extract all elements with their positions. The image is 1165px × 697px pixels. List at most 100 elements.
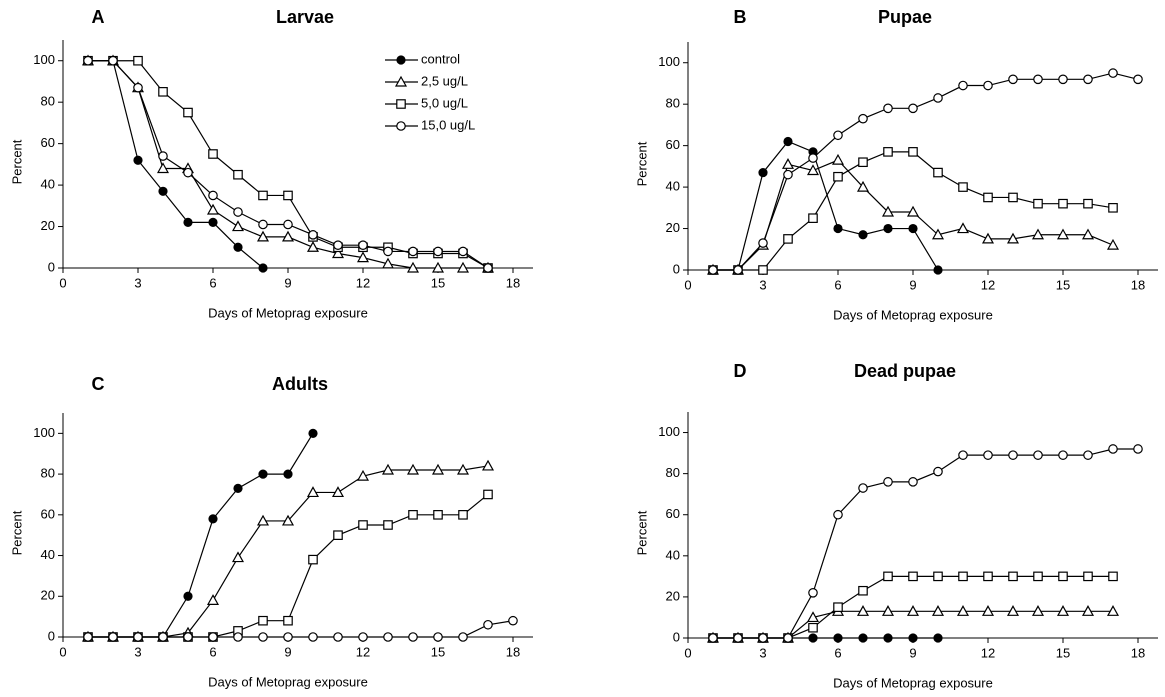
marker [183, 632, 193, 642]
marker [383, 632, 393, 642]
marker [1083, 198, 1093, 209]
y-tick-label: 20 [666, 588, 680, 603]
y-tick-label: 80 [41, 466, 55, 481]
marker [1056, 228, 1070, 240]
series-line [713, 448, 1138, 639]
marker [908, 103, 918, 114]
series-line [713, 72, 1139, 271]
x-tick-label: 3 [134, 644, 141, 659]
series-line [88, 465, 489, 638]
marker [933, 571, 943, 582]
marker [458, 246, 468, 257]
y-tick-label: 100 [33, 425, 55, 440]
y-axis-label: Percent [634, 510, 649, 555]
panel-title: Larvae [276, 7, 334, 27]
marker [908, 147, 918, 157]
marker [258, 263, 268, 273]
marker [833, 223, 843, 234]
y-tick-label: 0 [673, 629, 680, 644]
marker [1083, 74, 1093, 85]
y-tick-label: 60 [666, 506, 680, 521]
marker [858, 633, 868, 643]
marker [1033, 571, 1043, 582]
y-tick-label: 40 [41, 177, 55, 192]
marker [933, 167, 943, 178]
legend-label: control [421, 51, 460, 66]
marker [1033, 74, 1043, 85]
marker [808, 633, 818, 643]
marker [1108, 444, 1118, 454]
marker [758, 265, 768, 275]
marker [281, 230, 295, 242]
marker [908, 571, 918, 582]
marker [883, 103, 893, 114]
marker [1133, 444, 1143, 454]
marker [331, 486, 345, 498]
marker [858, 230, 868, 240]
y-tick-label: 100 [658, 54, 680, 69]
x-axis-label: Days of Metoprag exposure [208, 305, 368, 320]
marker [906, 605, 920, 616]
y-tick-label: 0 [673, 261, 680, 276]
series-line [88, 60, 264, 269]
marker [358, 632, 368, 642]
marker [458, 510, 468, 520]
marker [856, 605, 870, 616]
marker [183, 107, 193, 118]
marker [408, 246, 418, 257]
marker [783, 633, 793, 643]
x-tick-label: 3 [134, 275, 141, 290]
x-tick-label: 12 [981, 645, 995, 660]
marker [883, 571, 893, 582]
marker [483, 489, 493, 500]
marker [383, 520, 393, 530]
marker [881, 205, 895, 217]
marker [183, 217, 193, 227]
x-tick-label: 6 [834, 645, 841, 660]
y-tick-label: 40 [666, 547, 680, 562]
marker [381, 463, 395, 475]
marker [231, 551, 245, 563]
marker [1033, 198, 1043, 209]
marker [958, 80, 968, 91]
marker [981, 232, 995, 244]
marker [858, 113, 868, 124]
marker [256, 230, 270, 242]
y-tick-label: 20 [41, 588, 55, 603]
marker [833, 130, 843, 141]
marker [456, 463, 470, 475]
marker [833, 633, 843, 643]
marker [208, 190, 218, 201]
marker [208, 149, 218, 159]
marker [406, 261, 420, 273]
x-tick-label: 6 [209, 275, 216, 290]
marker [308, 632, 318, 642]
marker [933, 633, 943, 643]
legend-label: 15,0 ug/L [421, 117, 475, 132]
marker [408, 632, 418, 642]
marker [1081, 605, 1095, 616]
marker [933, 466, 943, 477]
marker [856, 180, 870, 192]
marker [758, 633, 768, 643]
marker [783, 136, 793, 147]
marker [458, 632, 468, 642]
marker [133, 155, 143, 165]
marker [1008, 74, 1018, 85]
marker [1056, 605, 1070, 616]
marker [306, 241, 320, 252]
x-tick-label: 9 [909, 277, 916, 292]
marker [158, 87, 168, 97]
series-line [88, 620, 514, 638]
marker [83, 632, 93, 642]
x-tick-label: 0 [684, 277, 691, 292]
y-tick-label: 40 [666, 179, 680, 194]
marker [983, 450, 993, 460]
marker [133, 55, 143, 66]
marker [108, 632, 118, 642]
marker [783, 169, 793, 180]
y-tick-label: 100 [658, 424, 680, 439]
y-tick-label: 40 [41, 547, 55, 562]
marker [831, 153, 845, 165]
y-tick-label: 80 [41, 94, 55, 109]
